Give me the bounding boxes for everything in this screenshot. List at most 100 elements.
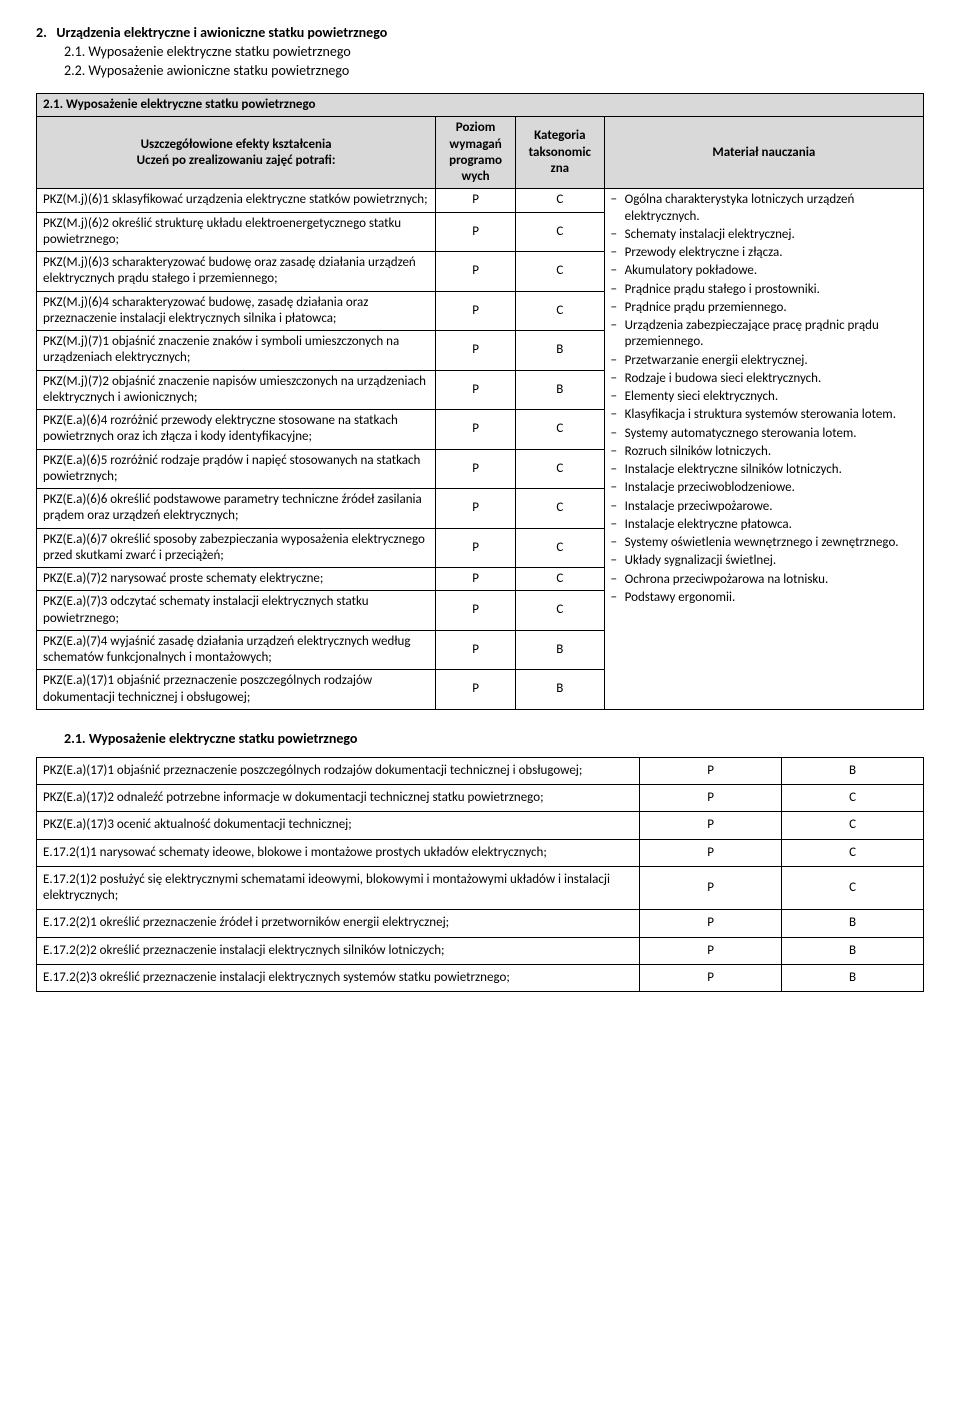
cell-desc: PKZ(E.a)(6)7 określić sposoby zabezpiecz… bbox=[37, 528, 436, 568]
section-title: Urządzenia elektryczne i awioniczne stat… bbox=[56, 24, 387, 41]
cell-poziom: P bbox=[436, 568, 516, 591]
cell-desc: PKZ(M.j)(6)3 scharakteryzować budowę ora… bbox=[37, 252, 436, 292]
material-item: Przetwarzanie energii elektrycznej. bbox=[611, 353, 917, 369]
cell-kategoria: B bbox=[782, 937, 924, 964]
cell-desc: PKZ(M.j)(6)2 określić strukturę układu e… bbox=[37, 212, 436, 252]
material-item: Ochrona przeciwpożarowa na lotnisku. bbox=[611, 572, 917, 588]
cell-kategoria: C bbox=[515, 489, 604, 529]
cell-kategoria: C bbox=[515, 568, 604, 591]
table-row: PKZ(M.j)(6)1 sklasyfikować urządzenia el… bbox=[37, 189, 924, 212]
cell-poziom: P bbox=[436, 591, 516, 631]
cell-kategoria: B bbox=[515, 630, 604, 670]
table-row: PKZ(E.a)(17)1 objaśnić przeznaczenie pos… bbox=[37, 757, 924, 784]
cell-poziom: P bbox=[640, 937, 782, 964]
cell-poziom: P bbox=[436, 212, 516, 252]
subsection-2: 2.2. Wyposażenie awioniczne statku powie… bbox=[64, 62, 924, 79]
cell-desc: PKZ(E.a)(6)4 rozróżnić przewody elektryc… bbox=[37, 410, 436, 450]
cell-kategoria: C bbox=[515, 449, 604, 489]
material-item: Urządzenia zabezpieczające pracę prądnic… bbox=[611, 318, 917, 351]
cell-kategoria: B bbox=[782, 964, 924, 991]
section-num: 2. bbox=[36, 24, 47, 41]
table-top-header: 2.1. Wyposażenie elektryczne statku powi… bbox=[37, 94, 924, 117]
section-heading: 2. Urządzenia elektryczne i awioniczne s… bbox=[36, 24, 924, 41]
cell-poziom: P bbox=[640, 839, 782, 866]
cell-poziom: P bbox=[640, 785, 782, 812]
material-item: Podstawy ergonomii. bbox=[611, 590, 917, 606]
cell-poziom: P bbox=[436, 528, 516, 568]
material-item: Systemy automatycznego sterowania lotem. bbox=[611, 426, 917, 442]
cell-desc: PKZ(E.a)(7)2 narysować proste schematy e… bbox=[37, 568, 436, 591]
cell-desc: E.17.2(1)1 narysować schematy ideowe, bl… bbox=[37, 839, 640, 866]
cell-desc: PKZ(E.a)(17)3 ocenić aktualność dokument… bbox=[37, 812, 640, 839]
table-main: 2.1. Wyposażenie elektryczne statku powi… bbox=[36, 93, 924, 710]
table-row: E.17.2(2)3 określić przeznaczenie instal… bbox=[37, 964, 924, 991]
cell-poziom: P bbox=[640, 812, 782, 839]
material-item: Rodzaje i budowa sieci elektrycznych. bbox=[611, 371, 917, 387]
material-item: Elementy sieci elektrycznych. bbox=[611, 389, 917, 405]
cell-kategoria: C bbox=[515, 528, 604, 568]
cell-kategoria: B bbox=[782, 757, 924, 784]
subsection-1-repeat: 2.1. Wyposażenie elektryczne statku powi… bbox=[64, 730, 924, 747]
cell-kategoria: B bbox=[515, 370, 604, 410]
table-secondary: PKZ(E.a)(17)1 objaśnić przeznaczenie pos… bbox=[36, 757, 924, 992]
cell-desc: PKZ(E.a)(17)1 objaśnić przeznaczenie pos… bbox=[37, 757, 640, 784]
table-row: E.17.2(1)1 narysować schematy ideowe, bl… bbox=[37, 839, 924, 866]
material-item: Układy sygnalizacji świetlnej. bbox=[611, 553, 917, 569]
cell-desc: PKZ(E.a)(7)4 wyjaśnić zasadę działania u… bbox=[37, 630, 436, 670]
cell-kategoria: C bbox=[515, 212, 604, 252]
cell-material: Ogólna charakterystyka lotniczych urządz… bbox=[604, 189, 923, 710]
cell-desc: PKZ(M.j)(7)1 objaśnić znaczenie znaków i… bbox=[37, 331, 436, 371]
material-list: Ogólna charakterystyka lotniczych urządz… bbox=[611, 192, 917, 606]
cell-poziom: P bbox=[436, 189, 516, 212]
cell-poziom: P bbox=[436, 331, 516, 371]
cell-poziom: P bbox=[436, 370, 516, 410]
material-item: Prądnice prądu przemiennego. bbox=[611, 300, 917, 316]
table-row: PKZ(E.a)(17)2 odnaleźć potrzebne informa… bbox=[37, 785, 924, 812]
cell-kategoria: C bbox=[515, 591, 604, 631]
material-item: Instalacje elektryczne płatowca. bbox=[611, 517, 917, 533]
cell-kategoria: C bbox=[782, 839, 924, 866]
material-item: Instalacje przeciwpożarowe. bbox=[611, 499, 917, 515]
hdr-material: Materiał nauczania bbox=[604, 117, 923, 189]
cell-kategoria: C bbox=[515, 252, 604, 292]
cell-desc: PKZ(E.a)(17)2 odnaleźć potrzebne informa… bbox=[37, 785, 640, 812]
material-item: Rozruch silników lotniczych. bbox=[611, 444, 917, 460]
material-item: Schematy instalacji elektrycznej. bbox=[611, 227, 917, 243]
material-item: Akumulatory pokładowe. bbox=[611, 263, 917, 279]
cell-desc: PKZ(E.a)(6)5 rozróżnić rodzaje prądów i … bbox=[37, 449, 436, 489]
cell-desc: PKZ(E.a)(17)1 objaśnić przeznaczenie pos… bbox=[37, 670, 436, 710]
cell-desc: PKZ(E.a)(7)3 odczytać schematy instalacj… bbox=[37, 591, 436, 631]
table-row: E.17.2(1)2 posłużyć się elektrycznymi sc… bbox=[37, 866, 924, 910]
material-item: Systemy oświetlenia wewnętrznego i zewnę… bbox=[611, 535, 917, 551]
cell-poziom: P bbox=[436, 489, 516, 529]
cell-kategoria: B bbox=[515, 331, 604, 371]
cell-poziom: P bbox=[436, 252, 516, 292]
cell-poziom: P bbox=[640, 866, 782, 910]
cell-desc: E.17.2(2)1 określić przeznaczenie źródeł… bbox=[37, 910, 640, 937]
table-row: E.17.2(2)1 określić przeznaczenie źródeł… bbox=[37, 910, 924, 937]
cell-poziom: P bbox=[640, 964, 782, 991]
hdr-poziom: Poziom wymagań programo wych bbox=[436, 117, 516, 189]
cell-poziom: P bbox=[436, 670, 516, 710]
cell-desc: PKZ(E.a)(6)6 określić podstawowe paramet… bbox=[37, 489, 436, 529]
hdr-kategoria: Kategoria taksonomic zna bbox=[515, 117, 604, 189]
cell-kategoria: B bbox=[515, 670, 604, 710]
cell-desc: PKZ(M.j)(6)4 scharakteryzować budowę, za… bbox=[37, 291, 436, 331]
material-item: Ogólna charakterystyka lotniczych urządz… bbox=[611, 192, 917, 225]
hdr-desc: Uszczegółowione efekty kształcenia Uczeń… bbox=[37, 117, 436, 189]
cell-poziom: P bbox=[436, 410, 516, 450]
cell-desc: PKZ(M.j)(7)2 objaśnić znaczenie napisów … bbox=[37, 370, 436, 410]
cell-poziom: P bbox=[640, 910, 782, 937]
cell-kategoria: B bbox=[782, 910, 924, 937]
cell-poziom: P bbox=[436, 449, 516, 489]
hdr-desc-line2: Uczeń po zrealizowaniu zajęć potrafi: bbox=[43, 153, 429, 169]
material-item: Przewody elektryczne i złącza. bbox=[611, 245, 917, 261]
cell-poziom: P bbox=[436, 291, 516, 331]
cell-kategoria: C bbox=[515, 189, 604, 212]
cell-kategoria: C bbox=[782, 866, 924, 910]
hdr-desc-line1: Uszczegółowione efekty kształcenia bbox=[43, 137, 429, 153]
material-item: Klasyfikacja i struktura systemów sterow… bbox=[611, 407, 917, 423]
table-row: E.17.2(2)2 określić przeznaczenie instal… bbox=[37, 937, 924, 964]
cell-kategoria: C bbox=[515, 291, 604, 331]
table-row: PKZ(E.a)(17)3 ocenić aktualność dokument… bbox=[37, 812, 924, 839]
